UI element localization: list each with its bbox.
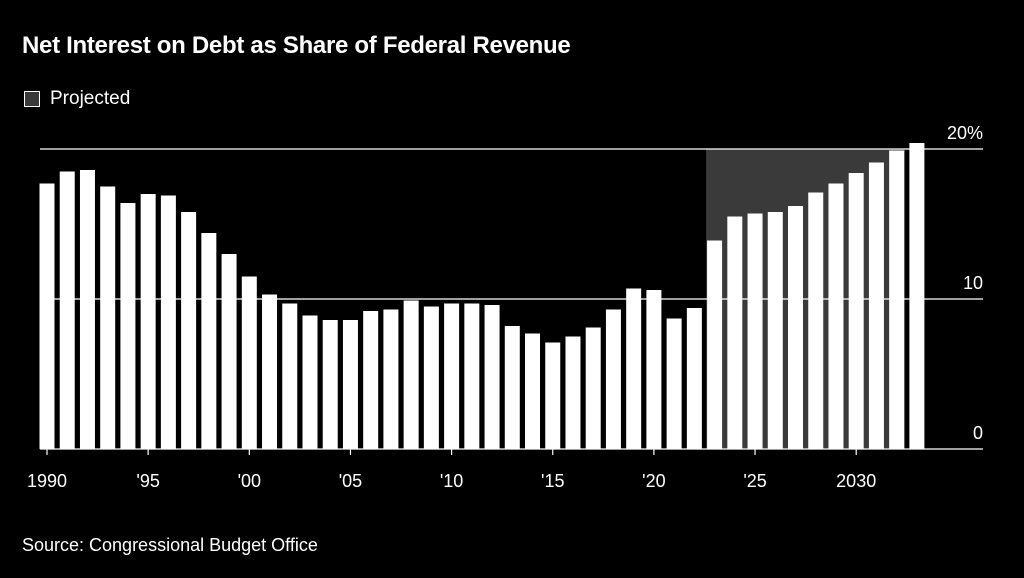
bar-2032 xyxy=(889,150,905,449)
legend-label-projected: Projected xyxy=(50,88,131,109)
bar-2023 xyxy=(707,240,723,449)
xtick-label-2005: '05 xyxy=(339,471,362,491)
bar-2018 xyxy=(605,309,621,449)
bar-2022 xyxy=(686,308,702,449)
bar-2002 xyxy=(282,303,298,449)
bar-2015 xyxy=(545,342,561,449)
bar-2001 xyxy=(262,294,278,449)
bar-1999 xyxy=(221,254,237,449)
bar-2021 xyxy=(666,318,682,449)
bar-2000 xyxy=(241,276,257,449)
xtick-label-2025: '25 xyxy=(743,471,766,491)
xtick-label-2015: '15 xyxy=(541,471,564,491)
bar-2027 xyxy=(788,206,804,449)
bar-2029 xyxy=(828,183,844,449)
bar-2019 xyxy=(626,288,642,449)
bar-2026 xyxy=(767,212,783,449)
xtick-label-1995: '95 xyxy=(136,471,159,491)
bar-2009 xyxy=(423,306,439,449)
bar-2024 xyxy=(727,216,743,449)
bar-1990 xyxy=(39,183,55,449)
bar-1993 xyxy=(100,186,116,449)
legend-swatch-projected xyxy=(24,91,40,107)
source-note: Source: Congressional Budget Office xyxy=(22,535,318,555)
bar-2007 xyxy=(383,309,399,449)
bar-2006 xyxy=(363,311,379,449)
bar-2030 xyxy=(848,173,864,449)
xtick-label-2030: 2030 xyxy=(836,471,876,491)
ytick-label-20: 20% xyxy=(947,123,983,143)
bar-2028 xyxy=(808,192,824,449)
bar-1998 xyxy=(201,233,217,449)
bar-2017 xyxy=(585,327,601,449)
ytick-label-0: 0 xyxy=(973,423,983,443)
bar-1994 xyxy=(120,203,136,449)
bar-2003 xyxy=(302,315,318,449)
bar-2016 xyxy=(565,336,581,449)
bar-2004 xyxy=(322,320,338,449)
bar-2008 xyxy=(403,300,419,449)
bar-2005 xyxy=(342,320,358,449)
bar-1992 xyxy=(79,170,95,449)
bar-2025 xyxy=(747,213,763,449)
bar-2014 xyxy=(525,333,541,449)
xtick-label-2000: '00 xyxy=(238,471,261,491)
bar-2010 xyxy=(444,303,460,449)
xtick-label-2020: '20 xyxy=(642,471,665,491)
bar-1997 xyxy=(181,212,197,449)
xtick-label-1990: 1990 xyxy=(27,471,67,491)
bar-2013 xyxy=(504,326,520,449)
bar-1995 xyxy=(140,194,156,449)
bar-2011 xyxy=(464,303,480,449)
bar-2012 xyxy=(484,305,500,449)
bar-1991 xyxy=(59,171,75,449)
xtick-label-2010: '10 xyxy=(440,471,463,491)
legend: Projected xyxy=(24,88,130,110)
bar-1996 xyxy=(160,195,176,449)
chart-title: Net Interest on Debt as Share of Federal… xyxy=(22,32,571,59)
bar-2031 xyxy=(868,162,884,449)
bar-2020 xyxy=(646,290,662,449)
ytick-label-10: 10 xyxy=(963,273,983,293)
bar-2033 xyxy=(909,143,925,449)
